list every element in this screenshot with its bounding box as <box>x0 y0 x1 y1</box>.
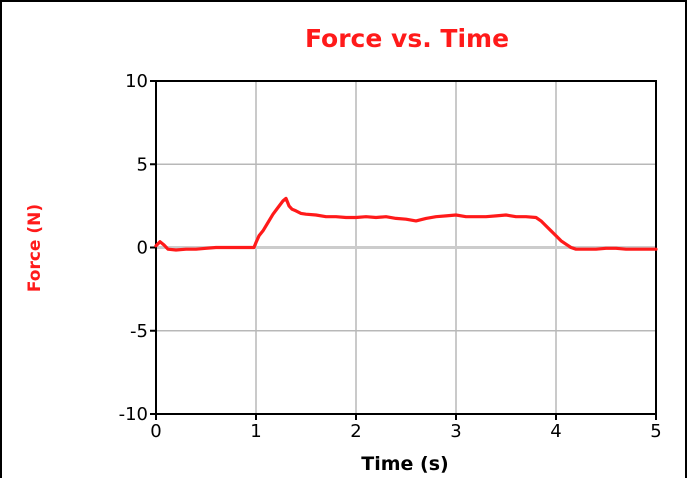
series-group <box>154 196 658 252</box>
force-vs-time-chart: Force vs. Time 0 1 2 3 4 5 -10 -5 0 5 10 Time (s)… <box>25 24 662 475</box>
x-tick-label: 4 <box>550 421 561 442</box>
x-tick-label: 1 <box>250 421 261 442</box>
y-axis-label: Force (N) <box>25 204 45 292</box>
y-tick-label: -10 <box>119 404 148 425</box>
x-tick-label: 0 <box>150 421 161 442</box>
y-tick-label: 5 <box>137 154 148 175</box>
y-tick-label: 0 <box>137 238 148 259</box>
y-tick-label: 10 <box>125 71 148 92</box>
tick-marks <box>150 80 657 420</box>
y-tick-labels: -10 -5 0 5 10 <box>119 71 148 425</box>
x-tick-labels: 0 1 2 3 4 5 <box>150 421 661 442</box>
force-series-line <box>154 196 658 252</box>
x-tick-label: 3 <box>450 421 461 442</box>
x-tick-label: 2 <box>350 421 361 442</box>
y-tick-label: -5 <box>130 321 148 342</box>
x-axis-label: Time (s) <box>361 453 448 475</box>
chart-title: Force vs. Time <box>305 24 509 53</box>
x-tick-label: 5 <box>650 421 661 442</box>
